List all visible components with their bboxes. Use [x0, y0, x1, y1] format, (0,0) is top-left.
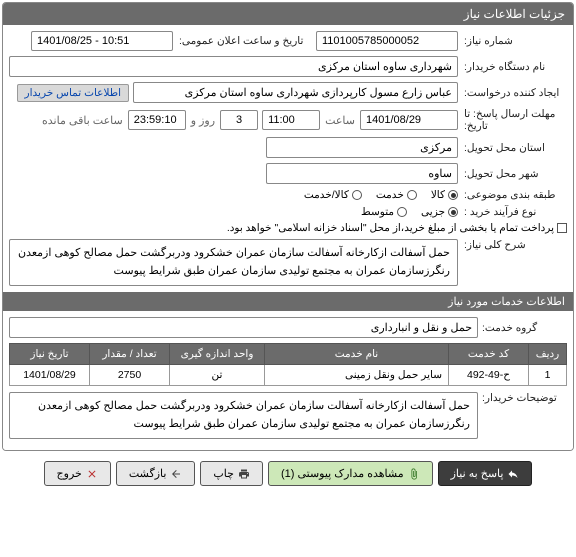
row-province: استان محل تحویل: مرکزی: [9, 137, 567, 158]
radio-empty-icon: [407, 190, 417, 200]
exit-icon: [86, 468, 98, 480]
radio-goods-label: کالا: [431, 189, 445, 201]
value-deadline-time: 11:00: [262, 110, 320, 130]
contact-button[interactable]: اطلاعات تماس خریدار: [17, 84, 129, 102]
back-label: بازگشت: [129, 467, 167, 480]
attach-button[interactable]: مشاهده مدارک پیوستی (1): [268, 461, 433, 486]
exit-button[interactable]: خروج: [44, 461, 111, 486]
value-city: ساوه: [266, 163, 458, 184]
details-panel: جزئیات اطلاعات نیاز شماره نیاز: 11010057…: [2, 2, 574, 451]
subject-radio-group: کالا خدمت کالا/خدمت: [304, 189, 458, 201]
label-day-and: روز و: [191, 114, 215, 127]
value-need-no: 1101005785000052: [316, 31, 458, 51]
value-buyer-notes: حمل آسفالت ازکارخانه آسفالت سازمان عمران…: [9, 392, 478, 439]
td-row: 1: [529, 365, 567, 386]
th-unit: واحد اندازه گیری: [170, 344, 265, 365]
radio-dot-icon: [448, 190, 458, 200]
radio-medium[interactable]: متوسط: [361, 206, 407, 218]
checkbox-treasury[interactable]: پرداخت تمام یا بخشی از مبلغ خرید،از محل …: [227, 222, 567, 234]
label-proc-type: نوع فرآیند خرید :: [462, 206, 567, 218]
value-creator: عباس زارع مسول کارپردازی شهرداری ساوه اس…: [133, 82, 458, 103]
back-button[interactable]: بازگشت: [116, 461, 196, 486]
row-creator: ایجاد کننده درخواست: عباس زارع مسول کارپ…: [9, 82, 567, 103]
label-service-group: گروه خدمت:: [482, 322, 567, 334]
label-buyer-notes: توضیحات خریدار:: [482, 392, 567, 404]
radio-minor-label: جزیی: [421, 206, 445, 218]
td-qty: 2750: [90, 365, 170, 386]
label-creator: ایجاد کننده درخواست:: [462, 87, 567, 99]
radio-service[interactable]: خدمت: [376, 189, 417, 201]
reply-label: پاسخ به نیاز: [451, 467, 504, 480]
th-code: کد خدمت: [449, 344, 529, 365]
attach-label: مشاهده مدارک پیوستی (1): [281, 467, 404, 480]
exit-label: خروج: [57, 467, 82, 480]
attachment-icon: [408, 468, 420, 480]
print-button[interactable]: چاپ: [200, 461, 263, 486]
row-subject-group: طبقه بندی موضوعی: کالا خدمت کالا/خدمت: [9, 189, 567, 201]
checkbox-icon: [557, 223, 567, 233]
radio-goods-service-label: کالا/خدمت: [304, 189, 349, 201]
reply-icon: [507, 468, 519, 480]
print-label: چاپ: [213, 467, 234, 480]
radio-goods[interactable]: کالا: [431, 189, 458, 201]
row-buyer-notes: توضیحات خریدار: حمل آسفالت ازکارخانه آسف…: [9, 392, 567, 439]
value-service-group: حمل و نقل و انبارداری: [9, 317, 478, 338]
back-icon: [170, 468, 182, 480]
label-need-no: شماره نیاز:: [462, 35, 567, 47]
th-row: ردیف: [529, 344, 567, 365]
label-deadline: مهلت ارسال پاسخ: تا تاریخ:: [462, 108, 567, 132]
label-hour-1: ساعت: [325, 114, 355, 127]
th-qty: تعداد / مقدار: [90, 344, 170, 365]
row-service-group: گروه خدمت: حمل و نقل و انبارداری: [9, 317, 567, 338]
table-header-row: ردیف کد خدمت نام خدمت واحد اندازه گیری ت…: [10, 344, 567, 365]
td-date: 1401/08/29: [10, 365, 90, 386]
row-proc-type: نوع فرآیند خرید : جزیی متوسط پرداخت تمام…: [9, 206, 567, 234]
value-public-date: 1401/08/25 - 10:51: [31, 31, 173, 51]
label-city: شهر محل تحویل:: [462, 168, 567, 180]
radio-medium-label: متوسط: [361, 206, 394, 218]
button-bar: پاسخ به نیاز مشاهده مدارک پیوستی (1) چاپ…: [0, 453, 576, 494]
value-main-desc: حمل آسفالت ازکارخانه آسفالت سازمان عمران…: [9, 239, 458, 286]
td-code: ح-49-492: [449, 365, 529, 386]
label-buyer-org: نام دستگاه خریدار:: [462, 61, 567, 73]
row-city: شهر محل تحویل: ساوه: [9, 163, 567, 184]
panel-title: جزئیات اطلاعات نیاز: [3, 3, 573, 25]
value-deadline-date: 1401/08/29: [360, 110, 458, 130]
label-subject-group: طبقه بندی موضوعی:: [462, 189, 567, 201]
row-need-no: شماره نیاز: 1101005785000052 تاریخ و ساع…: [9, 31, 567, 51]
panel-body: شماره نیاز: 1101005785000052 تاریخ و ساع…: [3, 25, 573, 450]
radio-empty-icon: [397, 207, 407, 217]
value-remain-time: 23:59:10: [128, 110, 186, 130]
radio-minor[interactable]: جزیی: [421, 206, 458, 218]
label-main-desc: شرح کلی نیاز:: [462, 239, 567, 251]
value-days: 3: [220, 110, 258, 130]
checkbox-note: پرداخت تمام یا بخشی از مبلغ خرید،از محل …: [227, 222, 554, 234]
th-name: نام خدمت: [265, 344, 449, 365]
sub-header-need-info: اطلاعات خدمات مورد نیاز: [3, 292, 573, 311]
print-icon: [238, 468, 250, 480]
td-name: سایر حمل ونقل زمینی: [265, 365, 449, 386]
th-date: تاریخ نیاز: [10, 344, 90, 365]
reply-button[interactable]: پاسخ به نیاز: [438, 461, 533, 486]
radio-empty-icon: [352, 190, 362, 200]
table-row: 1 ح-49-492 سایر حمل ونقل زمینی تن 2750 1…: [10, 365, 567, 386]
radio-goods-service[interactable]: کالا/خدمت: [304, 189, 362, 201]
value-buyer-org: شهرداری ساوه استان مرکزی: [9, 56, 458, 77]
row-main-desc: شرح کلی نیاز: حمل آسفالت ازکارخانه آسفال…: [9, 239, 567, 286]
radio-dot-icon: [448, 207, 458, 217]
label-remain: ساعت باقی مانده: [42, 114, 123, 127]
proc-radio-group: جزیی متوسط: [361, 206, 458, 218]
radio-service-label: خدمت: [376, 189, 404, 201]
td-unit: تن: [170, 365, 265, 386]
services-table: ردیف کد خدمت نام خدمت واحد اندازه گیری ت…: [9, 343, 567, 386]
value-province: مرکزی: [266, 137, 458, 158]
label-province: استان محل تحویل:: [462, 142, 567, 154]
label-public-date: تاریخ و ساعت اعلان عمومی:: [177, 35, 312, 47]
row-deadline: مهلت ارسال پاسخ: تا تاریخ: 1401/08/29 سا…: [9, 108, 567, 132]
row-buyer-org: نام دستگاه خریدار: شهرداری ساوه استان مر…: [9, 56, 567, 77]
